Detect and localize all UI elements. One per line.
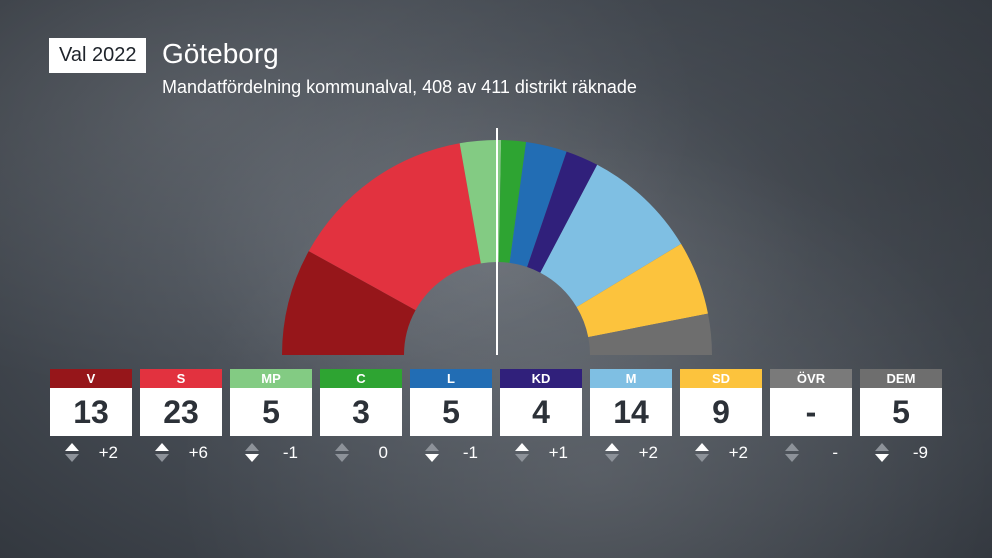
change-arrows-icon bbox=[64, 442, 80, 464]
change-arrows-icon bbox=[604, 442, 620, 464]
change-value: 0 bbox=[378, 443, 388, 462]
change-arrows-icon bbox=[334, 442, 350, 464]
party-tile-s: S 23 +6 bbox=[140, 369, 222, 466]
change-arrows-icon bbox=[154, 442, 170, 464]
page-subtitle: Mandatfördelning kommunalval, 408 av 411… bbox=[162, 77, 637, 97]
seat-count: 5 bbox=[860, 388, 942, 436]
change-arrows-icon bbox=[784, 442, 800, 464]
change-value: -9 bbox=[912, 443, 928, 462]
party-label: ÖVR bbox=[770, 369, 852, 388]
seat-change: +6 bbox=[140, 438, 222, 466]
seat-count: 13 bbox=[50, 388, 132, 436]
change-arrows-icon bbox=[694, 442, 710, 464]
change-arrows-icon bbox=[244, 442, 260, 464]
seat-count: 23 bbox=[140, 388, 222, 436]
seat-segment-sd bbox=[576, 243, 708, 338]
change-value: -1 bbox=[282, 443, 298, 462]
seat-count: 5 bbox=[230, 388, 312, 436]
seat-segment-v bbox=[282, 251, 416, 355]
party-label: SD bbox=[680, 369, 762, 388]
seat-segment-l bbox=[509, 141, 567, 268]
seat-segment-m bbox=[540, 164, 682, 307]
change-value: - bbox=[832, 443, 838, 462]
party-label: MP bbox=[230, 369, 312, 388]
change-value: -1 bbox=[462, 443, 478, 462]
seat-change: - bbox=[770, 438, 852, 466]
seat-segment-c bbox=[498, 140, 527, 263]
change-arrows-icon bbox=[514, 442, 530, 464]
party-tile-m: M 14 +2 bbox=[590, 369, 672, 466]
party-label: L bbox=[410, 369, 492, 388]
seat-segment-mp bbox=[459, 140, 502, 264]
seat-count: - bbox=[770, 388, 852, 436]
party-label: DEM bbox=[860, 369, 942, 388]
page-title: Göteborg bbox=[162, 38, 279, 69]
party-tile-kd: KD 4 +1 bbox=[500, 369, 582, 466]
party-label: M bbox=[590, 369, 672, 388]
change-arrows-icon bbox=[874, 442, 890, 464]
party-tile-dem: DEM 5 -9 bbox=[860, 369, 942, 466]
seat-segment-dem bbox=[588, 313, 712, 355]
seat-count: 3 bbox=[320, 388, 402, 436]
change-value: +1 bbox=[548, 443, 568, 462]
party-tile-v: V 13 +2 bbox=[50, 369, 132, 466]
seat-segment-s bbox=[308, 143, 481, 311]
change-arrows-icon bbox=[424, 442, 440, 464]
seat-count: 9 bbox=[680, 388, 762, 436]
change-value: +2 bbox=[98, 443, 118, 462]
seat-change: -9 bbox=[860, 438, 942, 466]
seat-change: -1 bbox=[410, 438, 492, 466]
seat-count: 5 bbox=[410, 388, 492, 436]
party-label: V bbox=[50, 369, 132, 388]
change-value: +2 bbox=[638, 443, 658, 462]
seat-change: 0 bbox=[320, 438, 402, 466]
seat-change: +2 bbox=[680, 438, 762, 466]
seat-change: +1 bbox=[500, 438, 582, 466]
election-year-badge: Val 2022 bbox=[49, 38, 147, 73]
party-tile-sd: SD 9 +2 bbox=[680, 369, 762, 466]
party-label: S bbox=[140, 369, 222, 388]
seat-change: +2 bbox=[590, 438, 672, 466]
change-value: +6 bbox=[188, 443, 208, 462]
seat-change: +2 bbox=[50, 438, 132, 466]
party-label: C bbox=[320, 369, 402, 388]
party-tile-mp: MP 5 -1 bbox=[230, 369, 312, 466]
party-label: KD bbox=[500, 369, 582, 388]
change-value: +2 bbox=[728, 443, 748, 462]
seat-change: -1 bbox=[230, 438, 312, 466]
seat-count: 4 bbox=[500, 388, 582, 436]
seat-count: 14 bbox=[590, 388, 672, 436]
seat-segment-kd bbox=[527, 151, 598, 273]
party-tile-övr: ÖVR - - bbox=[770, 369, 852, 466]
